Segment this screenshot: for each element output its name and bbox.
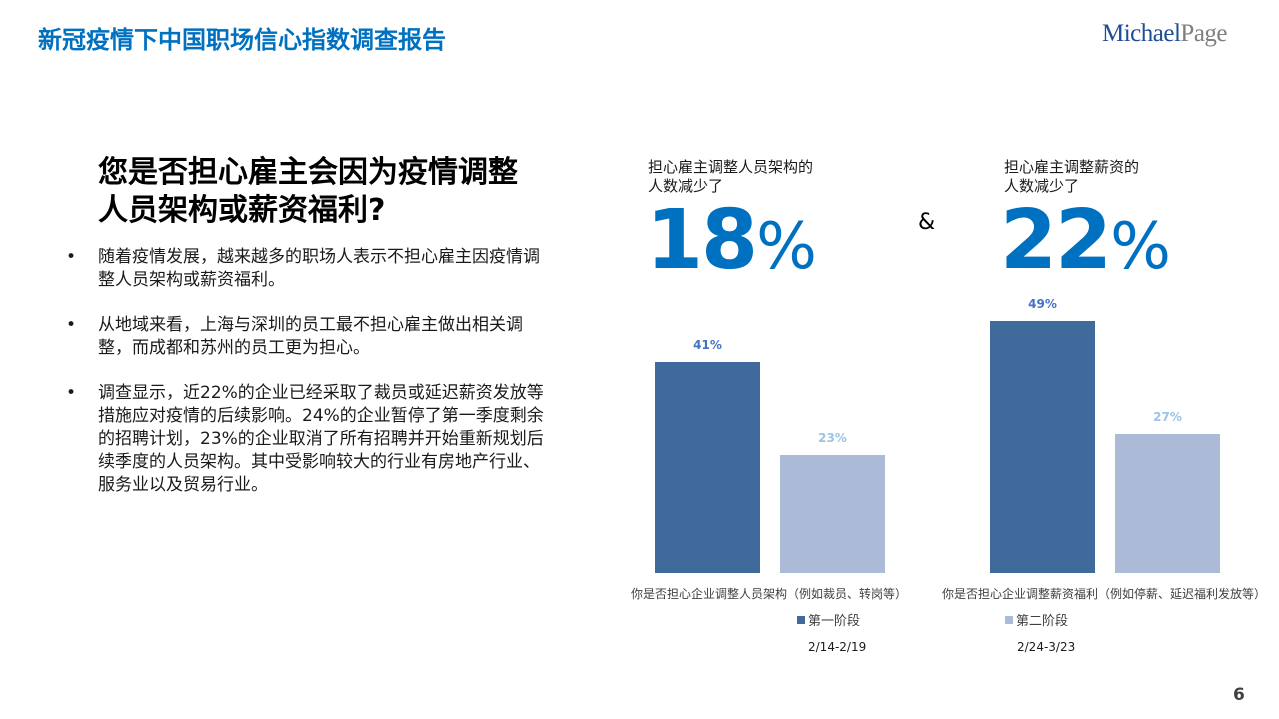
- bar-salary-phase2: [1115, 434, 1220, 573]
- bar-value-label: 27%: [1153, 410, 1182, 424]
- stat-value-salary: 22%: [1000, 193, 1171, 288]
- question-heading: 您是否担心雇主会因为疫情调整人员架构或薪资福利?: [98, 155, 518, 228]
- bullet-item: • 随着疫情发展，越来越多的职场人表示不担心雇主因疫情调整人员架构或薪资福利。: [66, 247, 540, 290]
- page-number: 6: [1233, 685, 1245, 705]
- bar-structure-phase1: [655, 362, 760, 573]
- stat-label-salary: 担心雇主调整薪资的 人数减少了: [1004, 158, 1140, 195]
- michael-page-logo: MichaelPage: [1102, 20, 1228, 47]
- bar-value-label: 49%: [1028, 297, 1057, 311]
- bar-structure-phase2: [780, 455, 885, 573]
- bar-salary-phase1: [990, 321, 1095, 573]
- stat-label-structure: 担心雇主调整人员架构的 人数减少了: [648, 158, 814, 195]
- bar-value-label: 23%: [818, 431, 847, 445]
- bullet-dot-icon: •: [66, 315, 77, 335]
- ampersand: &: [918, 210, 936, 235]
- legend-swatch-icon: [1005, 615, 1013, 624]
- legend-swatch-icon: [797, 615, 805, 624]
- category-label-structure: 你是否担心企业调整人员架构（例如裁员、转岗等）: [631, 587, 908, 601]
- stat-value-structure: 18%: [646, 193, 817, 288]
- bar-value-label: 41%: [693, 338, 722, 352]
- bullet-list: • 随着疫情发展，越来越多的职场人表示不担心雇主因疫情调整人员架构或薪资福利。 •…: [66, 246, 546, 519]
- category-label-salary: 你是否担心企业调整薪资福利（例如停薪、延迟福利发放等）: [942, 587, 1267, 601]
- legend-phase1: 第一阶段: [797, 610, 860, 629]
- bullet-dot-icon: •: [66, 247, 77, 267]
- period-phase1: 2/14-2/19: [808, 640, 867, 654]
- bullet-dot-icon: •: [66, 383, 77, 403]
- legend-phase2: 第二阶段: [1005, 610, 1068, 629]
- bullet-item: • 调查显示，近22%的企业已经采取了裁员或延迟薪资发放等措施应对疫情的后续影响。…: [66, 383, 544, 495]
- report-title: 新冠疫情下中国职场信心指数调查报告: [38, 26, 446, 54]
- period-phase2: 2/24-3/23: [1017, 640, 1076, 654]
- bullet-item: • 从地域来看，上海与深圳的员工最不担心雇主做出相关调整，而成都和苏州的员工更为担…: [66, 315, 523, 358]
